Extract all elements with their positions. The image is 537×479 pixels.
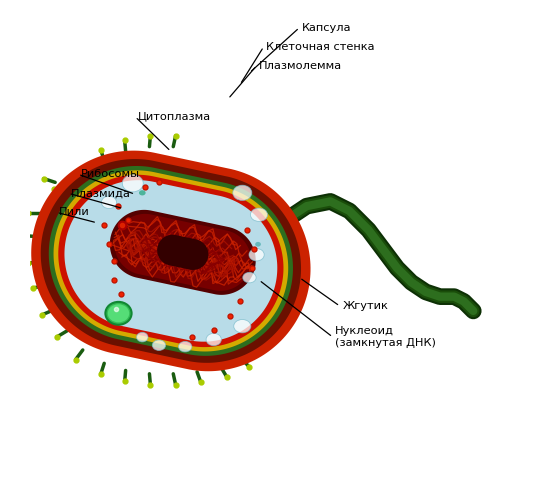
Text: Жгутик: Жгутик <box>342 301 388 311</box>
Text: Плазмолемма: Плазмолемма <box>259 61 342 71</box>
Polygon shape <box>64 180 277 342</box>
Ellipse shape <box>139 190 146 195</box>
Ellipse shape <box>250 208 267 221</box>
Polygon shape <box>31 150 310 371</box>
Ellipse shape <box>136 332 148 342</box>
Text: Клеточная стенка: Клеточная стенка <box>266 42 375 52</box>
Polygon shape <box>49 166 293 356</box>
Ellipse shape <box>105 302 132 325</box>
Polygon shape <box>59 175 284 347</box>
Text: Цитоплазма: Цитоплазма <box>137 112 211 122</box>
Ellipse shape <box>153 340 165 351</box>
Ellipse shape <box>233 185 252 200</box>
Ellipse shape <box>255 242 261 247</box>
Text: Пили: Пили <box>59 207 90 217</box>
Ellipse shape <box>206 333 221 346</box>
Polygon shape <box>54 171 288 352</box>
Text: Рибосомы: Рибосомы <box>81 169 140 179</box>
Ellipse shape <box>243 273 256 283</box>
Ellipse shape <box>249 249 264 261</box>
Ellipse shape <box>178 342 192 352</box>
Text: Плазмида: Плазмида <box>71 188 130 198</box>
Polygon shape <box>41 159 301 363</box>
Ellipse shape <box>234 319 251 333</box>
Ellipse shape <box>108 304 129 322</box>
Ellipse shape <box>122 175 143 192</box>
Ellipse shape <box>101 196 117 208</box>
Polygon shape <box>114 214 251 291</box>
Polygon shape <box>110 210 256 295</box>
Text: Капсула: Капсула <box>302 23 351 33</box>
Polygon shape <box>157 235 208 270</box>
Text: Нуклеоид
(замкнутая ДНК): Нуклеоид (замкнутая ДНК) <box>335 326 436 348</box>
